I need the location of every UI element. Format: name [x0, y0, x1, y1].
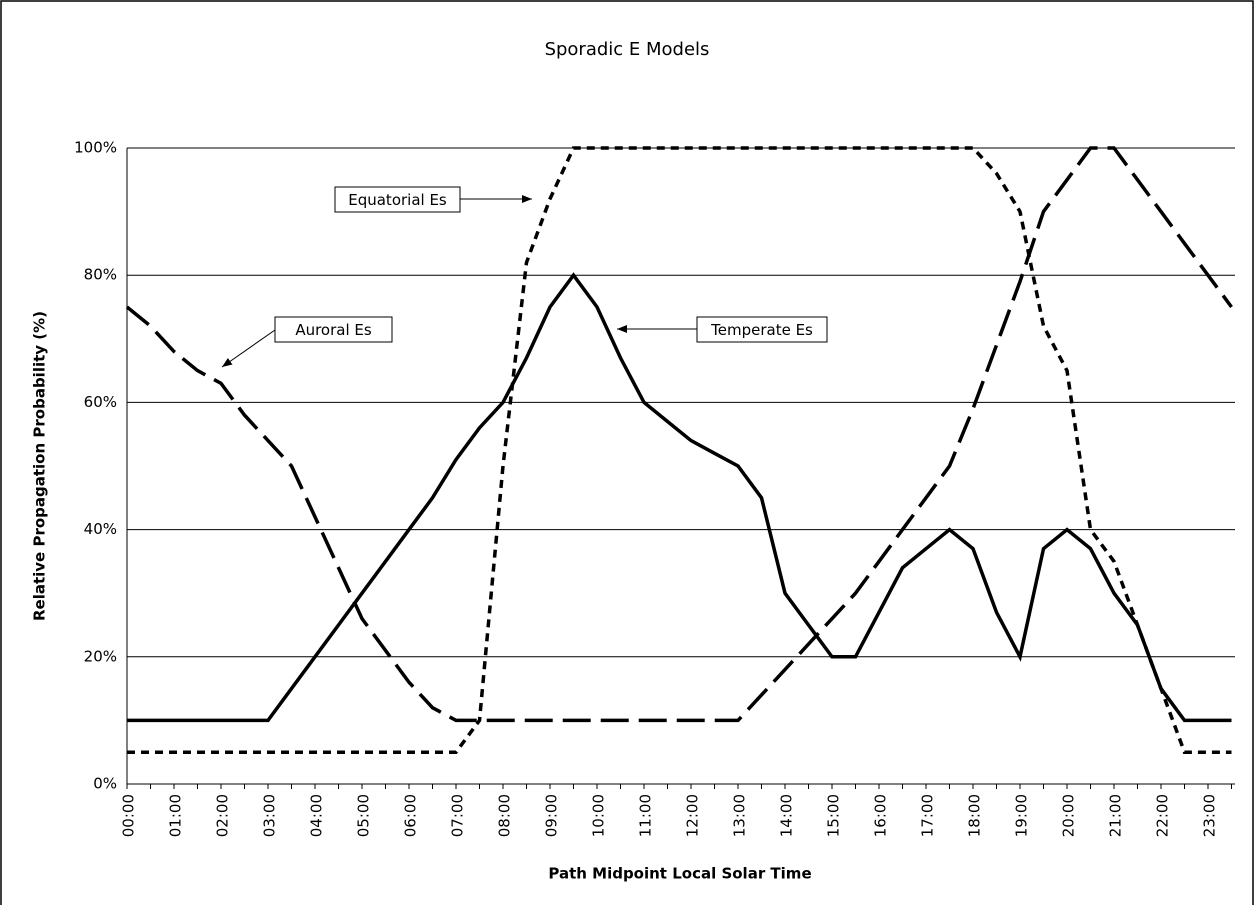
- annotation-box: [274, 316, 393, 343]
- x-tick-label: 14:00: [778, 794, 796, 837]
- x-tick-label: 19:00: [1013, 794, 1031, 837]
- x-tick-label: 16:00: [872, 794, 890, 837]
- y-tick-label: 100%: [74, 139, 117, 157]
- x-tick-label: 01:00: [167, 794, 185, 837]
- x-tick-label: 03:00: [261, 794, 279, 837]
- annotation-text: Auroral Es: [295, 321, 372, 339]
- series-line: [125, 146, 1233, 723]
- chart-title: Sporadic E Models: [545, 39, 710, 60]
- annotation-arrow: [221, 329, 276, 368]
- y-tick-label: 20%: [84, 647, 117, 665]
- annotation-text: Equatorial Es: [348, 191, 447, 209]
- x-tick-label: 13:00: [731, 794, 749, 837]
- x-tick-label: 09:00: [543, 794, 561, 837]
- annotation-text: Temperate Es: [710, 321, 813, 339]
- x-tick-label: 23:00: [1201, 794, 1219, 837]
- annotation-box: [696, 316, 828, 343]
- x-axis-label: Path Midpoint Local Solar Time: [548, 865, 811, 883]
- x-tick-label: 22:00: [1154, 794, 1172, 837]
- series-line: [127, 146, 1232, 754]
- series-line: [127, 272, 1232, 723]
- x-tick-label: 20:00: [1060, 794, 1078, 837]
- x-tick-label: 07:00: [449, 794, 467, 837]
- x-tick-label: 04:00: [308, 794, 326, 837]
- x-tick-label: 08:00: [496, 794, 514, 837]
- x-tick-label: 17:00: [919, 794, 937, 837]
- y-axis-label: Relative Propagation Probability (%): [31, 311, 49, 621]
- x-tick-label: 00:00: [120, 794, 138, 837]
- y-tick-label: 40%: [84, 520, 117, 538]
- x-tick-label: 15:00: [825, 794, 843, 837]
- x-tick-label: 10:00: [590, 794, 608, 837]
- x-tick-label: 11:00: [637, 794, 655, 837]
- y-tick-label: 0%: [93, 775, 117, 793]
- y-tick-label: 60%: [84, 393, 117, 411]
- x-tick-label: 12:00: [684, 794, 702, 837]
- x-tick-label: 05:00: [355, 794, 373, 837]
- x-tick-label: 18:00: [966, 794, 984, 837]
- y-tick-label: 80%: [84, 266, 117, 284]
- annotation-box: [334, 186, 461, 213]
- x-tick-label: 21:00: [1107, 794, 1125, 837]
- x-tick-label: 02:00: [214, 794, 232, 837]
- x-tick-label: 06:00: [402, 794, 420, 837]
